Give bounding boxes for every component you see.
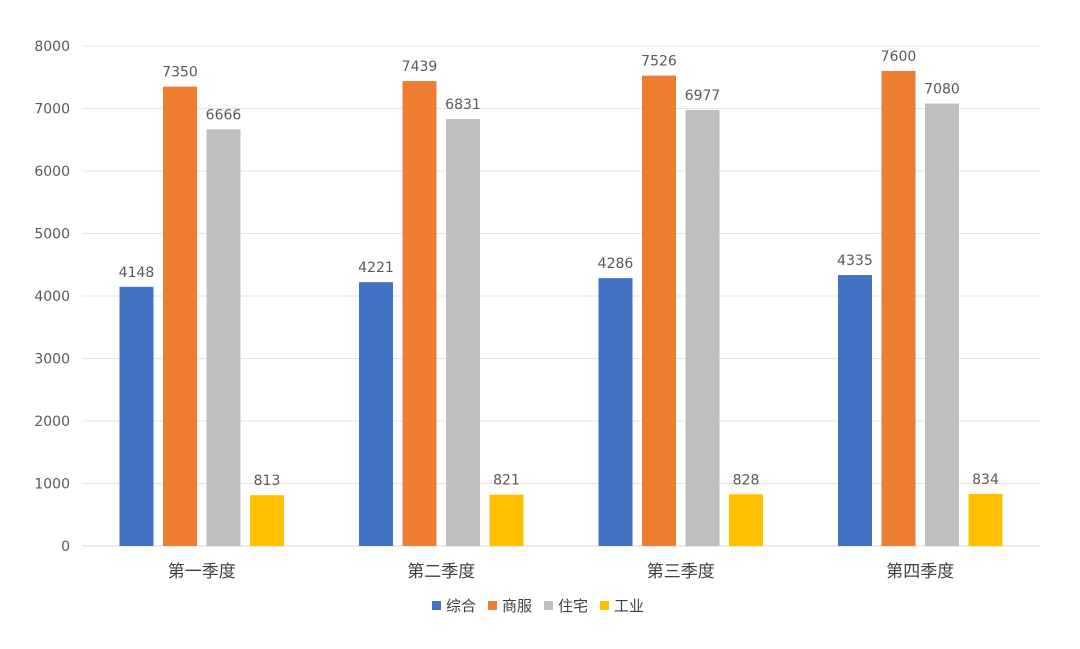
data-label: 7600 bbox=[881, 49, 917, 65]
bar bbox=[598, 278, 633, 546]
data-label: 6666 bbox=[206, 107, 242, 123]
bar bbox=[968, 493, 1003, 546]
bar bbox=[446, 119, 480, 546]
x-category-label: 第四季度 bbox=[886, 562, 954, 582]
bar bbox=[838, 275, 872, 546]
legend-swatch bbox=[600, 601, 609, 610]
y-tick-label: 6000 bbox=[34, 164, 70, 180]
bar bbox=[489, 494, 524, 546]
y-tick-label: 4000 bbox=[34, 289, 70, 305]
data-labels: 4148 7350 6666 813 4221 7439 6831 821 4286 7526 69… bbox=[119, 49, 999, 489]
data-label: 4148 bbox=[119, 265, 155, 281]
bar bbox=[119, 286, 154, 546]
y-tick-label: 0 bbox=[61, 539, 70, 555]
bar bbox=[250, 495, 284, 546]
data-label: 828 bbox=[733, 472, 760, 488]
data-label: 4221 bbox=[358, 260, 394, 276]
y-tick-label: 5000 bbox=[34, 227, 70, 243]
bar bbox=[402, 81, 437, 546]
bar bbox=[925, 103, 959, 546]
bar bbox=[729, 494, 763, 546]
bar bbox=[163, 86, 197, 546]
bars bbox=[119, 71, 1003, 546]
legend-swatch bbox=[488, 601, 497, 610]
legend-swatch bbox=[432, 601, 441, 610]
data-label: 7439 bbox=[402, 59, 438, 75]
legend-label: 综合 bbox=[446, 597, 476, 615]
bar bbox=[359, 282, 393, 546]
bar bbox=[642, 75, 676, 546]
bar bbox=[685, 109, 720, 546]
data-label: 7080 bbox=[924, 82, 960, 98]
y-tick-label: 2000 bbox=[34, 414, 70, 430]
y-tick-label: 7000 bbox=[34, 102, 70, 118]
bar bbox=[206, 129, 241, 546]
data-label: 7350 bbox=[162, 65, 198, 81]
y-tick-label: 8000 bbox=[34, 39, 70, 55]
legend-label: 住宅 bbox=[558, 597, 588, 615]
legend-label: 商服 bbox=[502, 597, 532, 615]
data-label: 4335 bbox=[837, 253, 873, 269]
data-label: 834 bbox=[972, 472, 999, 488]
gridlines bbox=[82, 45, 1040, 547]
data-label: 6977 bbox=[685, 88, 721, 104]
legend-swatch bbox=[544, 601, 553, 610]
legend-label: 工业 bbox=[614, 597, 644, 615]
data-label: 821 bbox=[493, 473, 520, 489]
data-label: 4286 bbox=[598, 256, 634, 272]
data-label: 6831 bbox=[445, 97, 481, 113]
data-label: 813 bbox=[254, 473, 281, 489]
y-axis-ticks: 0 1000 2000 3000 4000 5000 6000 7000 8000 bbox=[34, 39, 70, 555]
data-label: 7526 bbox=[641, 54, 677, 70]
legend: 综合 商服 住宅 工业 bbox=[432, 597, 644, 615]
y-tick-label: 1000 bbox=[34, 477, 70, 493]
y-tick-label: 3000 bbox=[34, 352, 70, 368]
x-category-label: 第一季度 bbox=[168, 562, 236, 582]
x-category-label: 第二季度 bbox=[407, 562, 475, 582]
x-category-label: 第三季度 bbox=[647, 562, 715, 582]
x-axis-categories: 第一季度 第二季度 第三季度 第四季度 bbox=[168, 562, 955, 582]
bar bbox=[881, 71, 916, 546]
